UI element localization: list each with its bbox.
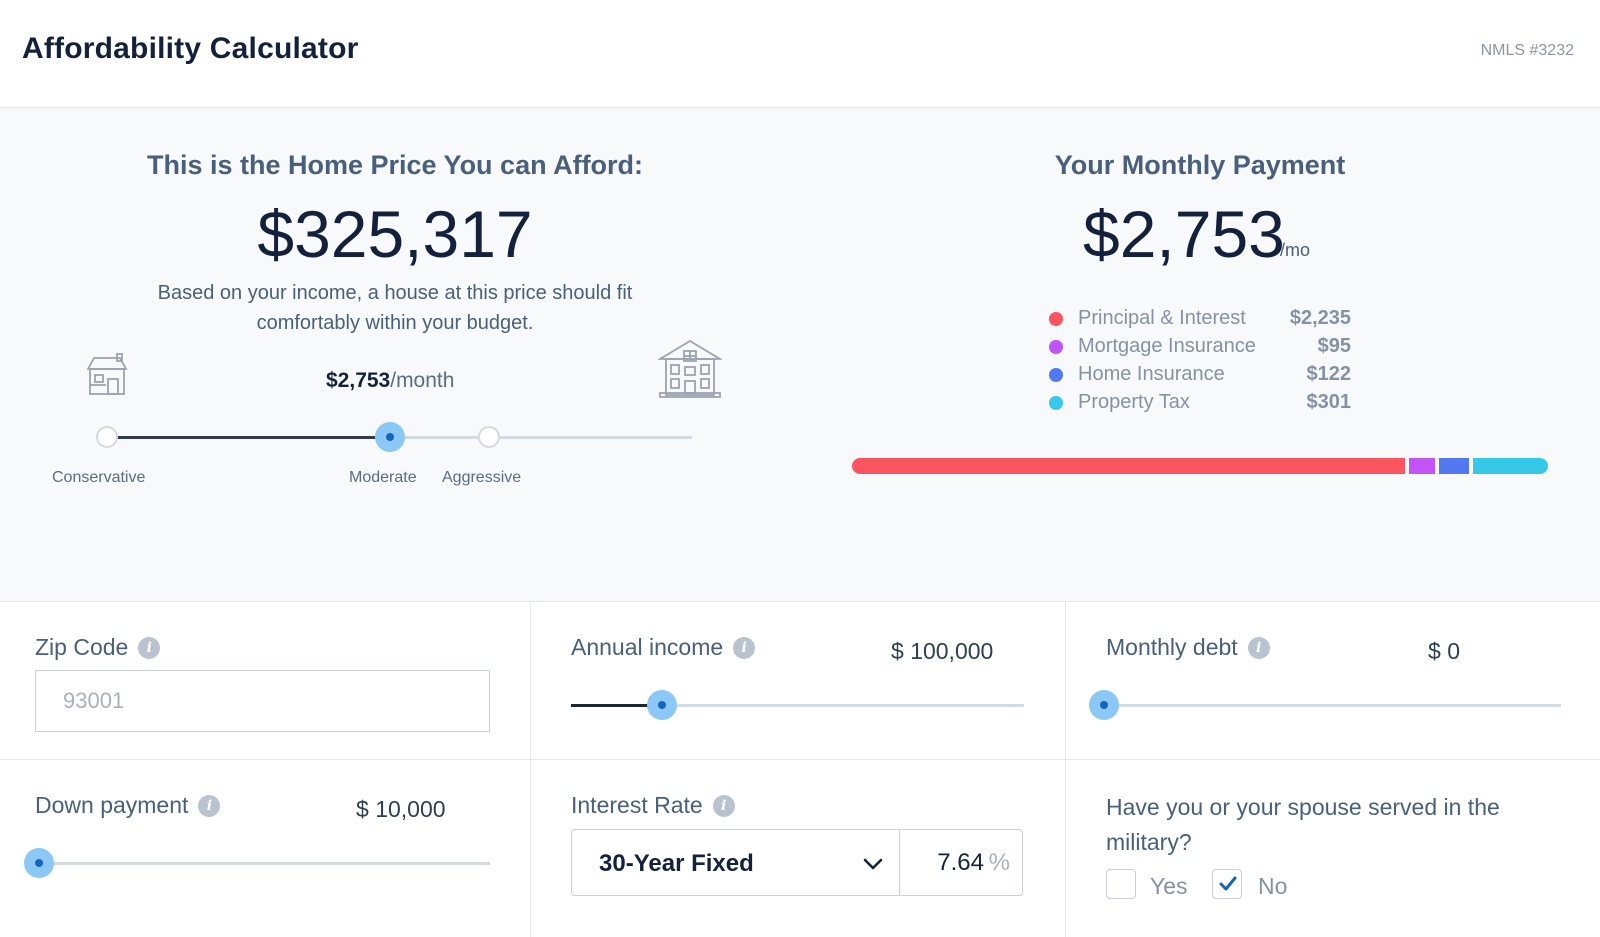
legend-principal-interest: Principal & Interest $2,235 bbox=[1049, 305, 1351, 333]
income-slider-fill bbox=[571, 704, 662, 707]
military-yes-checkbox[interactable] bbox=[1106, 869, 1136, 899]
military-no-label[interactable]: No bbox=[1258, 873, 1288, 899]
info-icon[interactable]: i bbox=[138, 637, 161, 659]
interest-rate-value: 7.64 bbox=[937, 849, 984, 876]
info-icon[interactable]: i bbox=[1247, 637, 1270, 659]
military-no-checkbox[interactable] bbox=[1212, 869, 1242, 899]
legend-mortgage-insurance: Mortgage Insurance $95 bbox=[1049, 333, 1351, 361]
legend-label: Principal & Interest bbox=[1078, 307, 1246, 329]
debt-amount: 0 bbox=[1447, 638, 1460, 664]
currency-symbol: $ bbox=[1428, 638, 1441, 664]
legend-dot bbox=[1049, 340, 1063, 354]
income-label: Annual income i bbox=[571, 634, 756, 661]
afford-description: Based on your income, a house at this pr… bbox=[157, 282, 633, 334]
income-slider-track[interactable] bbox=[571, 704, 1024, 707]
header: Affordability Calculator NMLS #3232 bbox=[0, 0, 1600, 108]
legend-dot bbox=[1049, 312, 1063, 326]
budget-slider-fill bbox=[106, 436, 390, 439]
legend-label: Mortgage Insurance bbox=[1078, 335, 1256, 357]
legend-label: Home Insurance bbox=[1078, 363, 1225, 385]
payment-unit: /mo bbox=[1280, 240, 1311, 260]
budget-stop-conservative[interactable] bbox=[96, 426, 118, 448]
income-cell bbox=[531, 602, 1066, 760]
income-value: $ 100,000 bbox=[891, 638, 993, 665]
interest-rate-input[interactable]: 7.64 % bbox=[899, 829, 1023, 896]
page-title: Affordability Calculator bbox=[22, 32, 359, 65]
down-payment-slider-thumb[interactable] bbox=[24, 848, 54, 878]
loan-type-value: 30-Year Fixed bbox=[599, 850, 754, 877]
zip-input[interactable] bbox=[35, 670, 490, 732]
info-icon[interactable]: i bbox=[198, 795, 221, 817]
interest-cell bbox=[531, 760, 1066, 937]
breakdown-segment-property-tax bbox=[1473, 458, 1548, 474]
nmls-number: NMLS #3232 bbox=[1480, 42, 1574, 59]
chevron-down-icon bbox=[863, 858, 883, 870]
zip-label: Zip Code i bbox=[35, 634, 161, 661]
monthly-payment-value: $2,753 bbox=[326, 369, 391, 392]
legend-label: Property Tax bbox=[1078, 391, 1190, 413]
summary-panel: This is the Home Price You can Afford: $… bbox=[0, 108, 1600, 602]
income-slider-thumb[interactable] bbox=[646, 690, 677, 720]
legend-property-tax: Property Tax $301 bbox=[1049, 389, 1351, 417]
down-payment-amount: 10,000 bbox=[375, 796, 446, 822]
interest-label-text: Interest Rate bbox=[571, 792, 703, 818]
big-house-icon bbox=[658, 339, 722, 398]
zip-label-text: Zip Code bbox=[35, 634, 129, 660]
afford-price: $325,317 bbox=[257, 197, 533, 271]
percent-sign: % bbox=[988, 849, 1010, 876]
legend-dot bbox=[1049, 368, 1063, 382]
legend-value: $301 bbox=[1306, 391, 1352, 413]
debt-value: $ 0 bbox=[1428, 638, 1460, 665]
debt-slider-thumb[interactable] bbox=[1089, 690, 1119, 720]
legend-dot bbox=[1049, 396, 1063, 410]
down-payment-label: Down payment i bbox=[35, 792, 221, 819]
debt-cell bbox=[1066, 602, 1600, 760]
legend-value: $2,235 bbox=[1289, 307, 1351, 329]
breakdown-segment-principal-interest bbox=[852, 458, 1406, 474]
debt-slider-track[interactable] bbox=[1104, 704, 1561, 707]
breakdown-segment-mortgage-insurance bbox=[1409, 458, 1436, 474]
info-icon[interactable]: i bbox=[712, 795, 735, 817]
down-payment-slider-track[interactable] bbox=[39, 862, 490, 865]
loan-type-select[interactable]: 30-Year Fixed bbox=[571, 829, 899, 896]
payment-amount: $2,753 bbox=[1083, 197, 1285, 271]
budget-label-conservative[interactable]: Conservative bbox=[52, 469, 146, 486]
payment-heading: Your Monthly Payment bbox=[1054, 150, 1346, 180]
monthly-payment-unit: /month bbox=[390, 369, 455, 392]
breakdown-segment-home-insurance bbox=[1439, 458, 1470, 474]
budget-stop-aggressive[interactable] bbox=[478, 426, 500, 448]
budget-stop-moderate[interactable] bbox=[375, 422, 405, 452]
interest-label: Interest Rate i bbox=[571, 792, 735, 819]
down-payment-cell bbox=[0, 760, 531, 937]
legend-home-insurance: Home Insurance $122 bbox=[1049, 361, 1351, 389]
military-yes-label[interactable]: Yes bbox=[1150, 873, 1188, 899]
debt-label: Monthly debt i bbox=[1106, 634, 1270, 661]
small-house-icon bbox=[86, 353, 128, 395]
budget-label-moderate[interactable]: Moderate bbox=[349, 469, 417, 486]
legend-value: $122 bbox=[1306, 363, 1352, 385]
income-amount: 100,000 bbox=[910, 638, 994, 664]
budget-label-aggressive[interactable]: Aggressive bbox=[442, 469, 522, 486]
afford-heading: This is the Home Price You can Afford: bbox=[146, 150, 644, 180]
debt-label-text: Monthly debt bbox=[1106, 634, 1238, 660]
currency-symbol: $ bbox=[891, 638, 904, 664]
down-payment-value: $ 10,000 bbox=[356, 796, 446, 823]
income-label-text: Annual income bbox=[571, 634, 724, 660]
currency-symbol: $ bbox=[356, 796, 369, 822]
military-question: Have you or your spouse served in the mi… bbox=[1106, 794, 1500, 855]
info-icon[interactable]: i bbox=[733, 637, 756, 659]
payment-breakdown-bar bbox=[852, 458, 1548, 474]
legend-value: $95 bbox=[1317, 335, 1351, 357]
monthly-payment-indicator: $2,753/month bbox=[326, 369, 454, 393]
zip-cell bbox=[0, 602, 531, 760]
down-payment-label-text: Down payment bbox=[35, 792, 189, 818]
checkmark-icon bbox=[1219, 876, 1237, 891]
